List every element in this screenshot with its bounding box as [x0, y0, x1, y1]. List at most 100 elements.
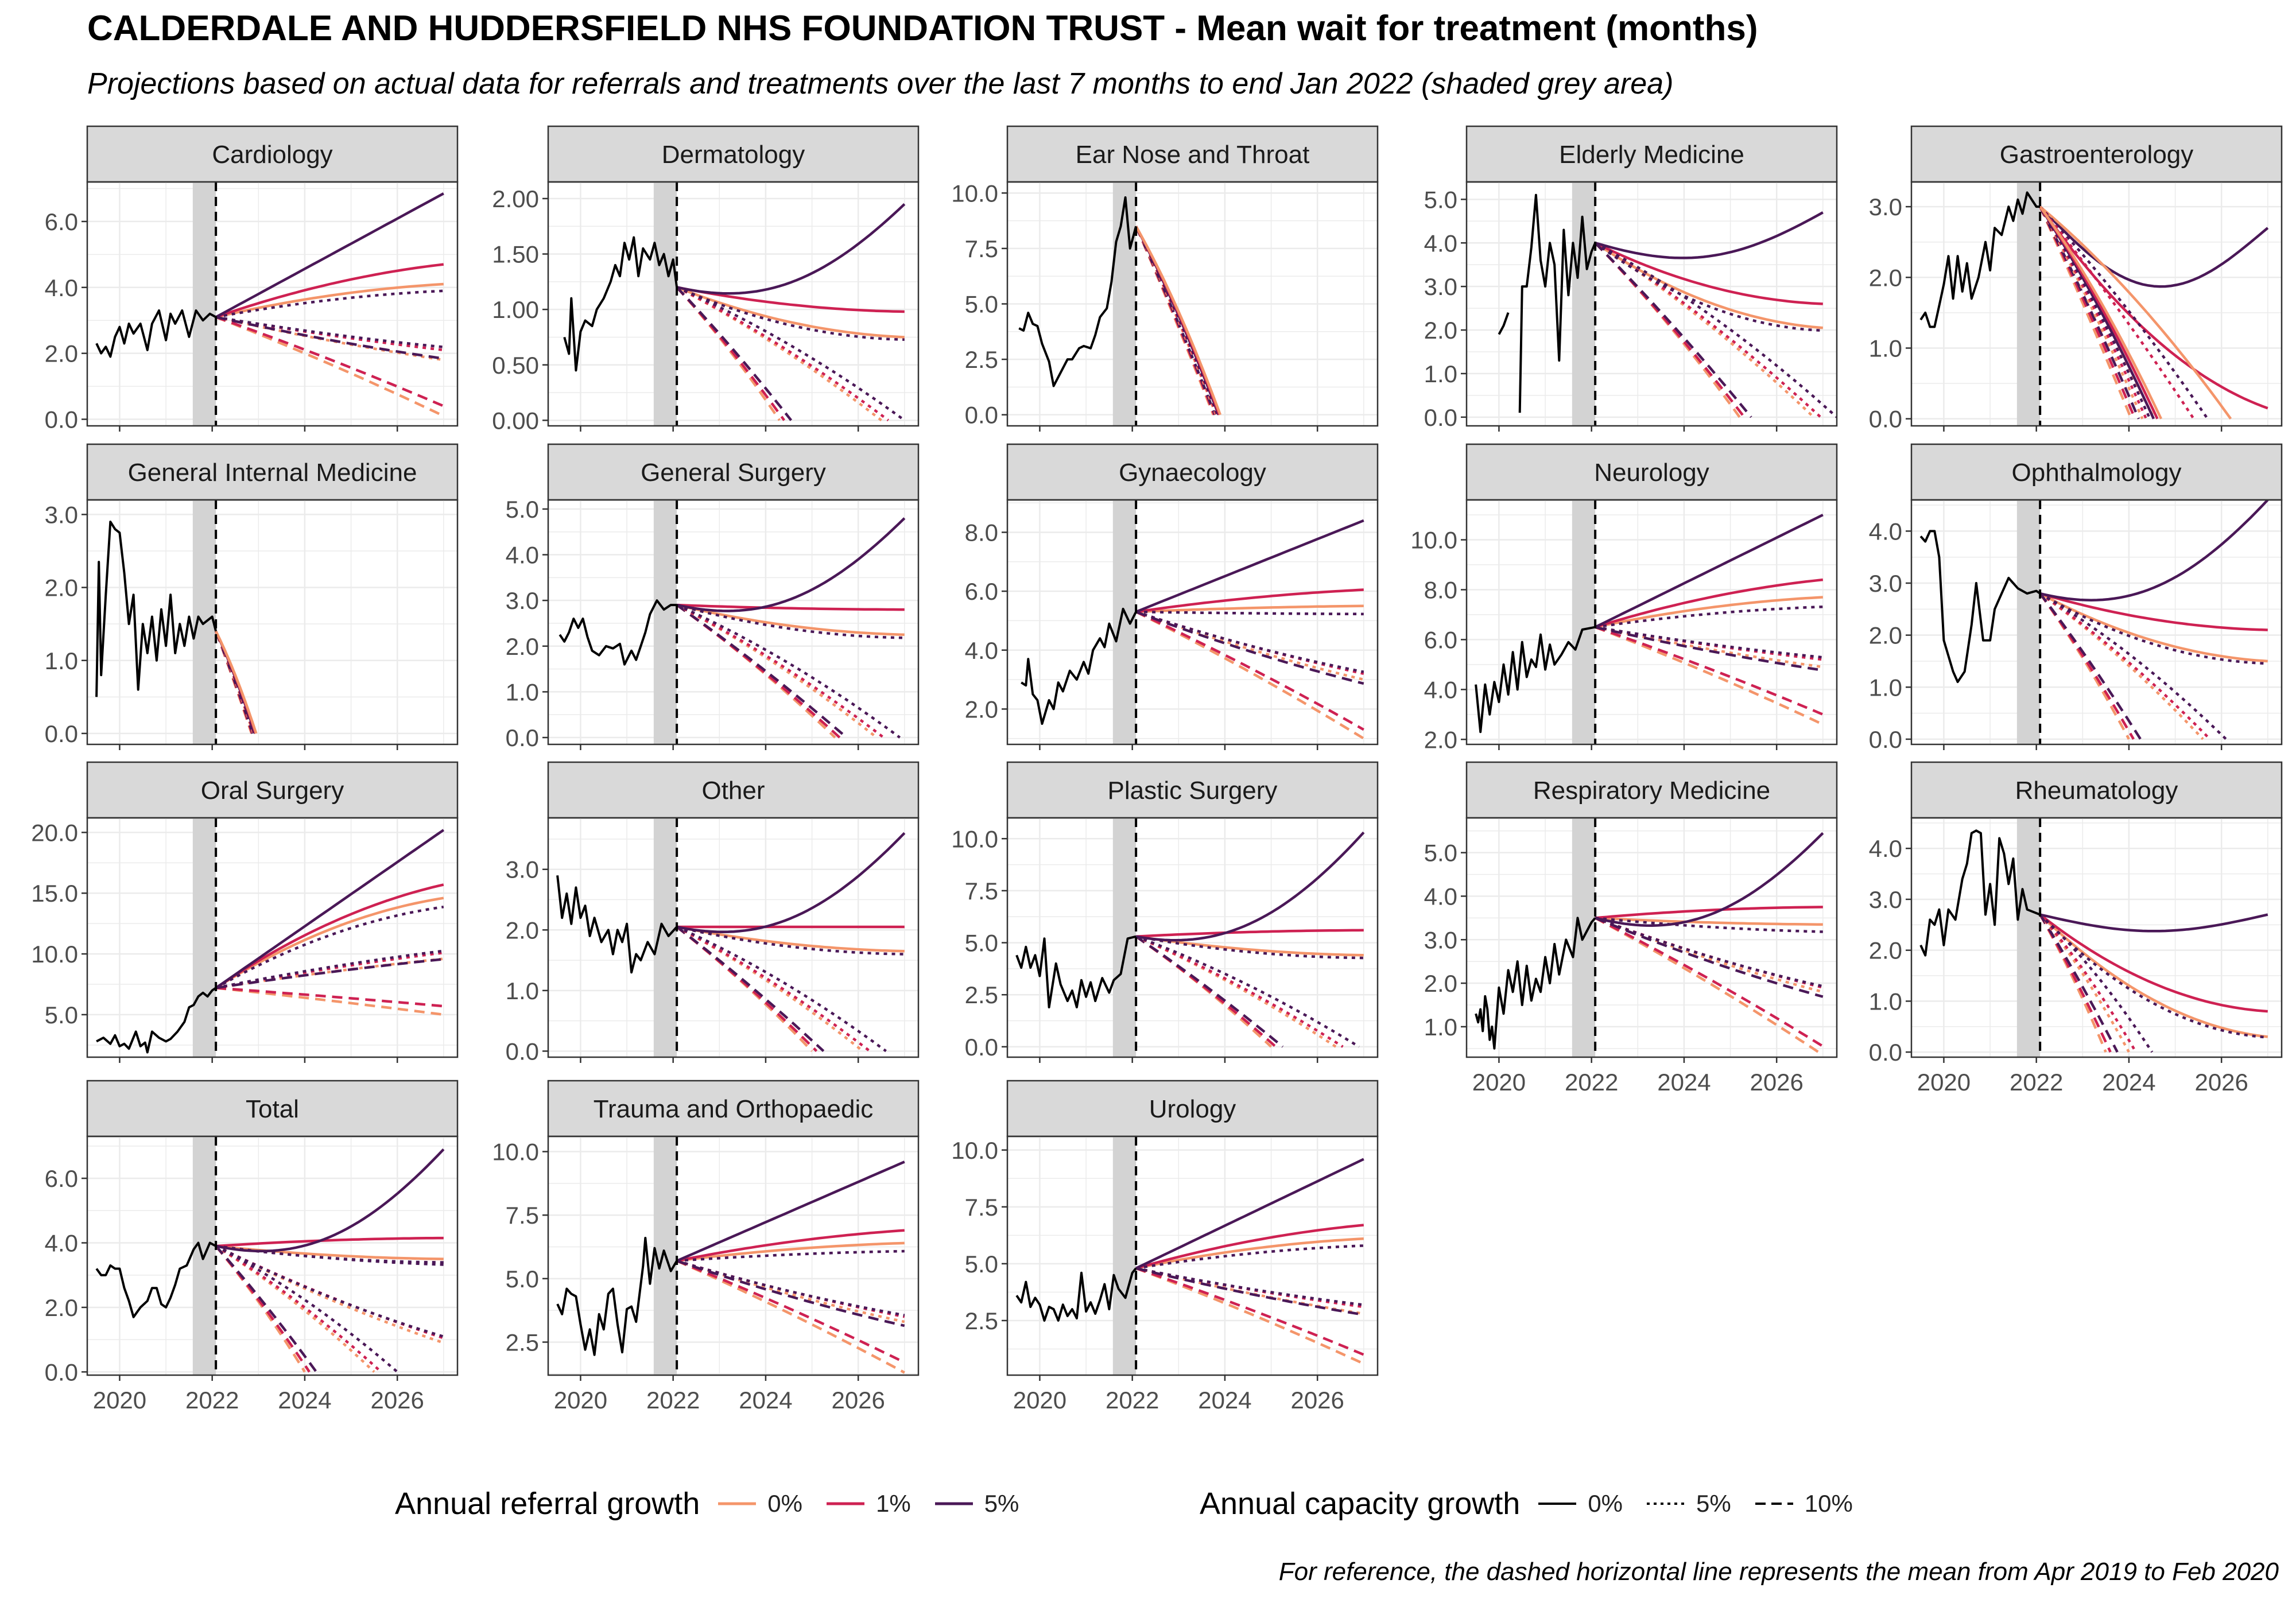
series-lines — [563, 203, 906, 422]
facet-strip-label: Ophthalmology — [2012, 459, 2182, 487]
series-line-projection — [1135, 226, 1216, 416]
x-tick-label: 2022 — [1106, 1387, 1159, 1414]
series-line-actual — [1475, 917, 1596, 1050]
facet-chart: Cardiology 0.0 2.0 4.0 6.0 Dermatology 0.00 0.5… — [31, 125, 2283, 1414]
y-tick-label: 2.0 — [1424, 317, 1457, 344]
y-tick-label: 2.0 — [45, 575, 78, 601]
panel-border — [547, 1135, 920, 1376]
y-tick-label: 1.0 — [506, 977, 539, 1004]
y-tick-label: 20.0 — [31, 819, 78, 846]
series-line-ref5-cap0 — [1595, 211, 1824, 259]
series-line-ref0-cap0 — [215, 896, 444, 989]
series-line-ref0-cap5 — [215, 957, 444, 989]
series-line-ref5-cap5 — [1595, 626, 1824, 659]
legend-referral-label: 5% — [984, 1490, 1019, 1517]
series-line-ref0-cap10 — [676, 286, 781, 421]
x-axis — [119, 1057, 398, 1063]
facet-panel: Plastic Surgery 0.0 2.5 5.0 7.5 10.0 — [951, 761, 1379, 1063]
y-tick-label: 5.0 — [1424, 840, 1457, 867]
facet-panel: Elderly Medicine 0.0 1.0 2.0 3.0 4.0 5.0 — [1424, 125, 1838, 432]
facet-panel: Gynaecology 2.0 4.0 6.0 8.0 — [965, 443, 1379, 750]
x-tick-label: 2026 — [1750, 1069, 1803, 1096]
y-tick-label: 4.0 — [965, 637, 998, 664]
series-line-actual — [1015, 935, 1137, 1008]
x-tick-label: 2020 — [1472, 1069, 1526, 1096]
legend-referral-growth: Annual referral growth 0% 1% 5% — [395, 1475, 1042, 1532]
shaded-window — [1572, 500, 1596, 744]
series-lines — [95, 192, 444, 417]
series-line-ref0-cap0 — [1136, 604, 1364, 614]
x-axis — [1498, 426, 1778, 432]
y-tick-label: 2.00 — [492, 185, 539, 212]
y-tick-label: 2.0 — [45, 340, 78, 367]
gridlines — [87, 1136, 457, 1375]
series-line-ref5-cap5 — [676, 604, 901, 739]
y-tick-label: 5.0 — [1424, 186, 1457, 213]
series-line-ref5-cap10 — [1135, 935, 1284, 1048]
series-line-ref5-cap10 — [676, 1259, 905, 1327]
y-axis: 0.0 1.0 2.0 3.0 4.0 5.0 — [506, 496, 548, 751]
series-line-ref1-cap5 — [1594, 242, 1822, 418]
y-tick-label: 5.0 — [965, 930, 998, 957]
series-line-ref1-cap0 — [676, 286, 905, 313]
x-tick-label: 2024 — [1198, 1387, 1251, 1414]
caption: For reference, the dashed horizontal lin… — [1278, 1558, 2279, 1586]
series-line-ref0-cap0 — [2039, 205, 2232, 420]
series-line-ref5-cap5-mid — [1136, 610, 1364, 616]
shaded-window — [192, 818, 216, 1057]
facet-strip-label: Gastroenterology — [2000, 141, 2194, 169]
series-line-actual — [95, 309, 217, 358]
series-line-ref5-cap0 — [2039, 913, 2268, 933]
y-tick-label: 5.0 — [965, 291, 998, 318]
series-line-actual — [563, 236, 678, 372]
facet-strip — [1465, 761, 1838, 819]
x-tick-label: 2024 — [1657, 1069, 1711, 1096]
series-line-ref5-cap5-mid — [215, 289, 444, 319]
y-tick-label: 4.0 — [45, 274, 78, 301]
y-tick-label: 3.0 — [1424, 926, 1457, 953]
series-line-ref1-cap10 — [676, 1259, 905, 1364]
series-line-ref1-cap10 — [1595, 626, 1824, 716]
panel-border — [1910, 181, 2283, 427]
series-line-ref1-cap5 — [2039, 914, 2137, 1053]
y-axis: 0.0 1.0 2.0 3.0 4.0 — [1869, 835, 1911, 1066]
y-tick-label: 4.0 — [1424, 230, 1457, 257]
facet-panel: Total 0.0 2.0 4.0 6.0 2020 2022 2024 2026 — [45, 1080, 459, 1414]
gridlines — [87, 818, 457, 1057]
series-line-actual — [1015, 1267, 1137, 1322]
series-line-ref0-cap5 — [1135, 1267, 1364, 1315]
legend-referral-item: 5% — [934, 1490, 1019, 1517]
gridlines — [548, 818, 918, 1057]
panel-border — [1910, 499, 2283, 746]
y-axis: 0.00 0.50 1.00 1.50 2.00 — [492, 185, 548, 434]
y-axis: 2.0 4.0 6.0 8.0 — [965, 519, 1007, 723]
y-tick-label: 0.0 — [1869, 1039, 1902, 1066]
y-tick-label: 2.0 — [1869, 622, 1902, 649]
series-line-ref5-cap5 — [676, 286, 906, 422]
x-axis — [1039, 744, 1318, 750]
y-tick-label: 2.0 — [965, 696, 998, 723]
series-line-ref0-cap10 — [676, 1259, 905, 1374]
series-line-ref5-cap10 — [2039, 592, 2142, 740]
facet-strip-label: Dermatology — [662, 141, 805, 169]
series-line-actual — [1018, 196, 1138, 387]
x-tick-label: 2022 — [646, 1387, 700, 1414]
y-tick-label: 1.0 — [1424, 360, 1457, 387]
gridlines — [87, 182, 457, 426]
x-axis — [580, 744, 859, 750]
series-line-ref5-cap5 — [215, 1245, 398, 1373]
y-tick-label: 6.0 — [1424, 626, 1457, 653]
series-line-ref0-cap0 — [1135, 935, 1364, 957]
y-tick-label: 2.0 — [45, 1294, 78, 1321]
series-line-ref5-cap0 — [215, 192, 444, 319]
y-tick-label: 3.0 — [1424, 273, 1457, 300]
series-lines — [556, 832, 906, 1053]
series-line-ref1-cap0 — [1595, 578, 1824, 628]
series-line-ref5-cap0 — [2039, 500, 2269, 601]
facet-panel: Dermatology 0.00 0.50 1.00 1.50 2.00 — [492, 125, 920, 434]
series-line-ref5-cap10 — [676, 286, 793, 421]
legend-referral-title: Annual referral growth — [395, 1486, 700, 1521]
facet-panel: Cardiology 0.0 2.0 4.0 6.0 — [45, 125, 459, 433]
series-line-ref0-cap10 — [1135, 935, 1273, 1048]
